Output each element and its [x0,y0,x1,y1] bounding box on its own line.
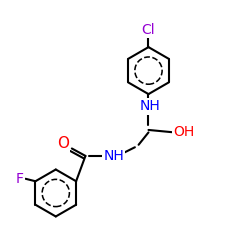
Text: OH: OH [173,126,195,140]
Text: F: F [16,172,24,186]
Text: Cl: Cl [142,23,155,37]
Text: NH: NH [104,149,124,163]
Text: NH: NH [139,100,160,114]
Text: O: O [57,136,69,150]
